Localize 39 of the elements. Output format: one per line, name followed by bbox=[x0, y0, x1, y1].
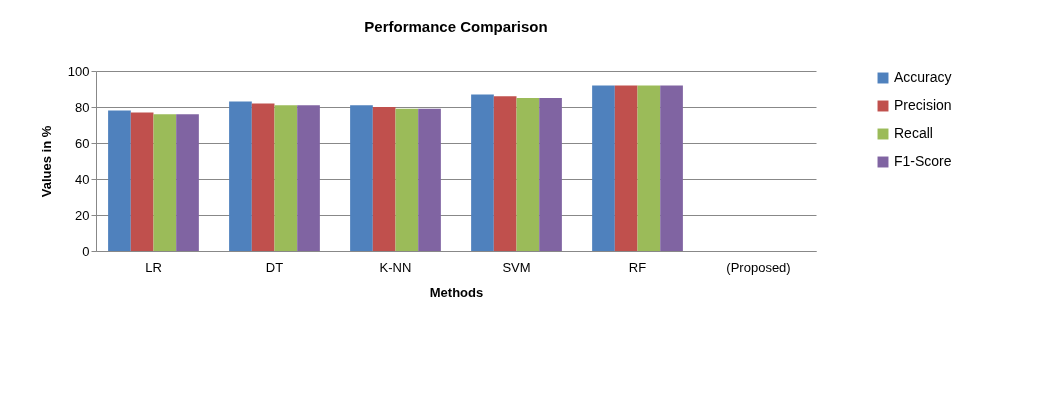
y-tick-label: 20 bbox=[75, 207, 90, 223]
y-tick-label: 60 bbox=[75, 135, 90, 151]
y-tick-label: 80 bbox=[75, 99, 90, 115]
y-tick-label: 100 bbox=[67, 63, 90, 79]
bar bbox=[130, 112, 154, 251]
bar bbox=[660, 85, 683, 251]
bar bbox=[153, 114, 177, 251]
bar bbox=[297, 105, 320, 251]
bar bbox=[614, 85, 638, 251]
bar bbox=[108, 110, 131, 251]
x-tick-label: DT bbox=[265, 259, 284, 275]
y-tick-label: 40 bbox=[75, 171, 90, 187]
bar bbox=[395, 108, 419, 251]
x-tick-label: K-NN bbox=[379, 259, 412, 275]
bar bbox=[539, 98, 562, 251]
bar bbox=[229, 101, 252, 251]
bar bbox=[418, 108, 441, 251]
chart-title: Performance Comparison bbox=[364, 18, 548, 35]
x-tick-label: RF bbox=[628, 259, 647, 275]
bar bbox=[493, 96, 517, 251]
legend-label: Precision bbox=[894, 97, 952, 113]
x-tick-label: (Proposed) bbox=[726, 259, 791, 275]
bar bbox=[372, 107, 396, 251]
legend-label: Recall bbox=[894, 125, 933, 141]
bar bbox=[471, 94, 494, 251]
x-tick-label: SVM bbox=[502, 259, 531, 275]
x-tick-label: LR bbox=[145, 259, 162, 275]
y-axis-title: Values in % bbox=[38, 125, 54, 198]
x-axis-title: Methods bbox=[429, 284, 484, 300]
bar bbox=[592, 85, 615, 251]
legend-label: F1-Score bbox=[894, 153, 952, 169]
bar bbox=[251, 103, 275, 251]
bar bbox=[350, 105, 373, 251]
bar bbox=[176, 114, 199, 251]
bar bbox=[274, 105, 298, 251]
y-tick-label: 0 bbox=[82, 243, 90, 259]
bar bbox=[516, 98, 540, 251]
legend-label: Accuracy bbox=[894, 69, 952, 85]
bar bbox=[637, 85, 661, 251]
